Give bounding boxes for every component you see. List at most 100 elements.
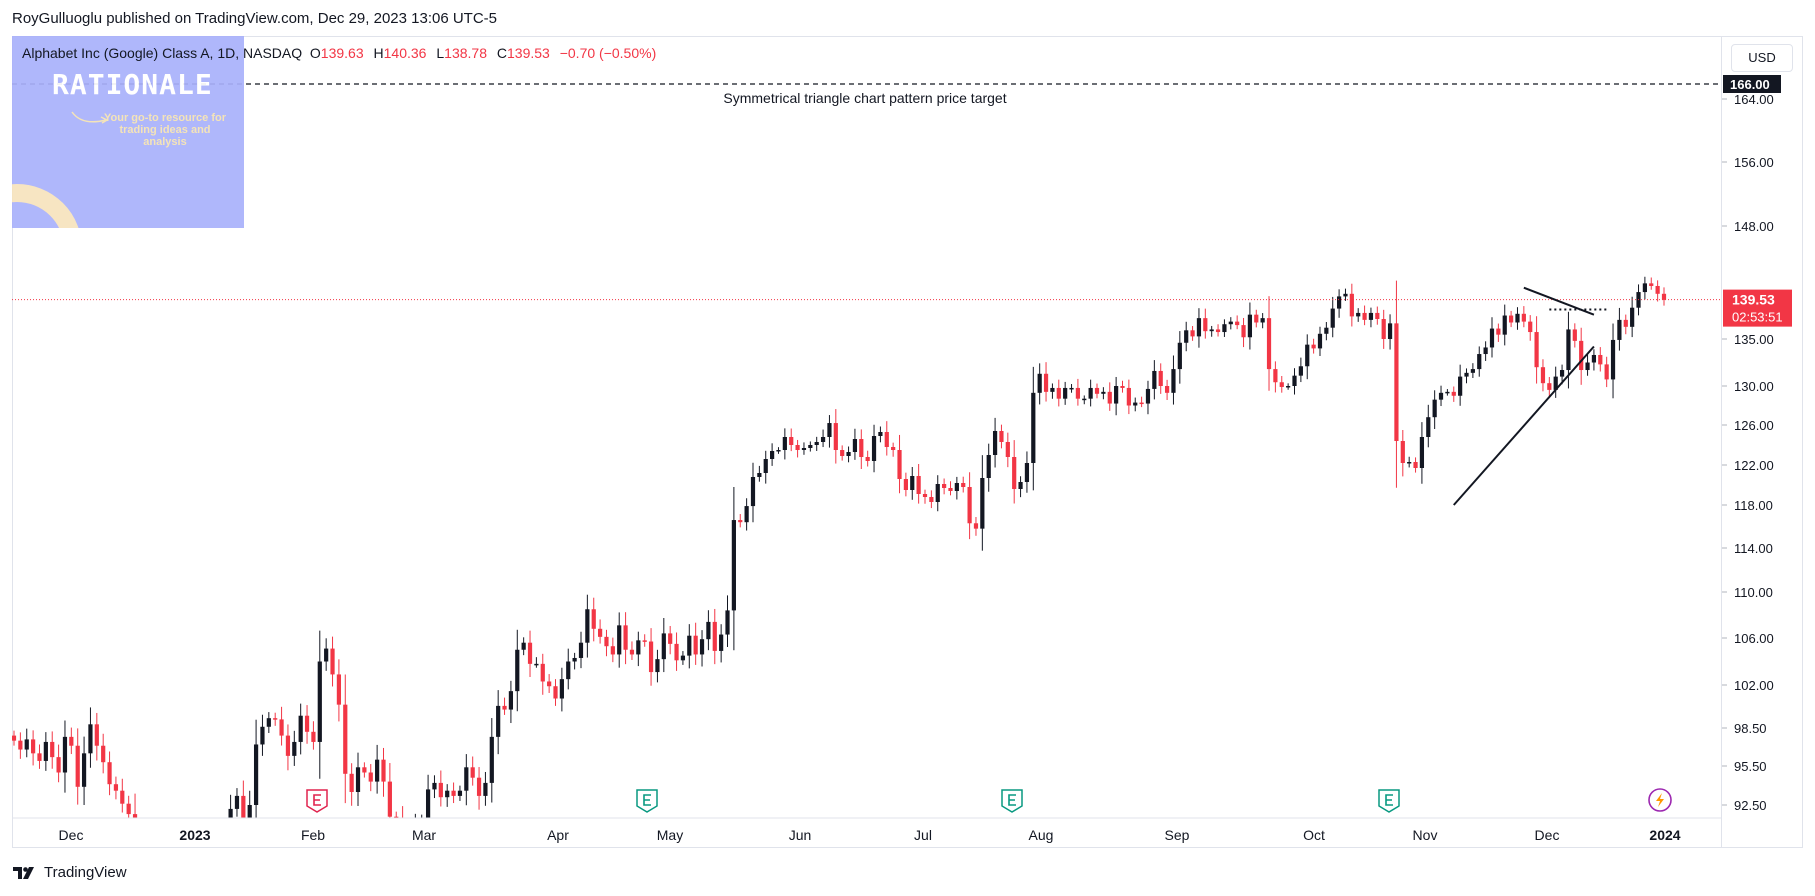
candle (770, 443, 775, 466)
candle (693, 622, 698, 665)
candle (113, 776, 119, 800)
candle (56, 744, 61, 783)
candle-body (1617, 319, 1622, 340)
candle-body (999, 431, 1004, 442)
candle-body (50, 741, 55, 758)
candle-body (789, 437, 794, 445)
candle (661, 617, 666, 673)
earnings-marker-icon[interactable] (1378, 789, 1400, 813)
axes: 164.00 156.00 148.00 135.00 130.00 126.00 122.… (12, 75, 1792, 843)
candle (1292, 368, 1297, 395)
candle-body (763, 459, 768, 473)
candle (846, 446, 851, 463)
candle-body (502, 705, 507, 710)
candle (636, 631, 641, 667)
earnings-marker-icon[interactable] (1001, 789, 1023, 813)
candle-body (1063, 387, 1068, 399)
candle-body (865, 457, 870, 461)
candle-body (846, 452, 851, 456)
candle (712, 608, 717, 665)
candle-body (719, 634, 724, 651)
footer[interactable]: TradingView (12, 864, 127, 881)
candle-body (464, 767, 469, 791)
price-axis[interactable] (1722, 36, 1803, 848)
price-tick-label: 118.00 (1734, 498, 1773, 513)
footer-brand: TradingView (44, 864, 127, 881)
candle (184, 859, 188, 884)
candle-body (871, 436, 877, 461)
candle-body (1075, 387, 1081, 399)
split-marker-icon[interactable] (1648, 788, 1672, 812)
candle (801, 442, 807, 455)
candle-body (1266, 318, 1272, 370)
candle (680, 651, 686, 665)
candle (629, 641, 635, 660)
candle (75, 728, 80, 805)
candle-body (687, 635, 692, 656)
candle-body (273, 718, 278, 720)
candle-body (1005, 442, 1010, 457)
candle (438, 770, 443, 807)
candle-body (1196, 318, 1202, 337)
candle-body (1324, 327, 1329, 334)
candle (171, 850, 175, 890)
candle-body (693, 635, 698, 655)
candle (1215, 324, 1221, 337)
candle (1056, 379, 1061, 407)
candle (891, 442, 896, 457)
price-tick-label: 114.00 (1734, 541, 1773, 556)
candle-body (241, 795, 246, 818)
candle-body (1241, 325, 1246, 338)
candle (1012, 440, 1017, 504)
candle-body (489, 736, 494, 783)
candle-body (636, 640, 641, 655)
candle (1400, 430, 1405, 477)
price-tick-label: 102.00 (1734, 678, 1774, 693)
earnings-marker-icon[interactable] (636, 789, 658, 813)
target-annotation: Symmetrical triangle chart pattern price… (723, 90, 1006, 106)
candle (527, 630, 533, 678)
price-tick-label: 95.50 (1734, 759, 1767, 774)
candle-body (1534, 332, 1539, 368)
chart-pane[interactable] (12, 36, 1722, 848)
candle-body (929, 497, 934, 502)
candle (1630, 296, 1635, 338)
symbol-legend[interactable]: Alphabet Inc (Google) Class A, 1D, NASDA… (22, 45, 662, 61)
candle (381, 747, 386, 797)
candle-body (1254, 314, 1259, 323)
candle (178, 848, 182, 888)
candle (496, 690, 501, 755)
published-header: RoyGulluoglu published on TradingView.co… (12, 10, 498, 27)
candle (980, 455, 985, 551)
candle (1120, 380, 1125, 393)
candle (1018, 476, 1023, 498)
candle-body (738, 520, 743, 523)
candle-body (94, 724, 99, 746)
candle-body (559, 679, 564, 699)
dividend-marker-icon[interactable] (306, 789, 328, 813)
candle-body (744, 506, 749, 523)
candle-body (585, 609, 590, 643)
candle-body (1286, 386, 1291, 388)
candle (553, 679, 558, 706)
candle (362, 762, 367, 778)
price-tick-label: 130.00 (1734, 379, 1774, 394)
candle-body (401, 822, 405, 852)
candle-body (222, 831, 226, 856)
candle-body (1426, 417, 1431, 437)
last-price-badge-label: 139.53 (1732, 292, 1775, 308)
candle (1114, 376, 1119, 416)
legend-close-label: C (496, 45, 507, 61)
candle-body (986, 455, 991, 478)
candle (699, 630, 705, 667)
time-tick-label: Apr (547, 827, 569, 843)
candle (425, 774, 431, 818)
candle (1579, 327, 1584, 385)
candle (401, 806, 405, 852)
candle-body (311, 731, 316, 742)
candle (1604, 356, 1609, 388)
candle-body (757, 473, 762, 477)
logo-subtitle: Your go-to resource for trading ideas an… (103, 112, 227, 148)
currency-button[interactable]: USD (1731, 44, 1793, 72)
